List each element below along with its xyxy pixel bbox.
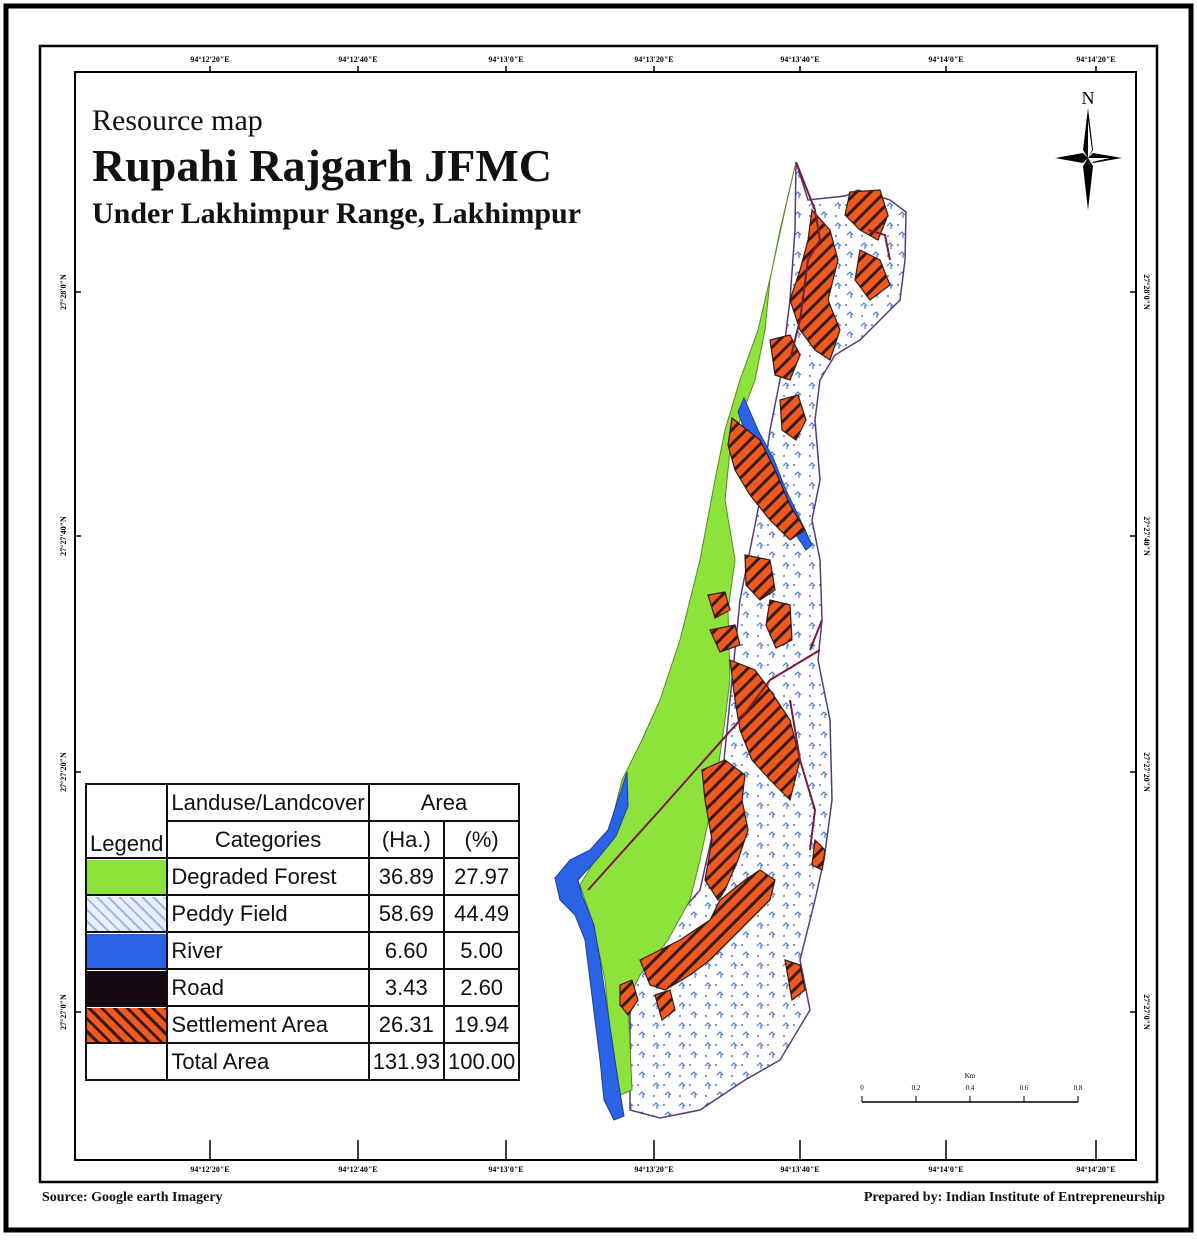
lon-label-bottom: 94°14'20"E xyxy=(1076,1165,1115,1174)
legend-pct: 44.49 xyxy=(444,895,519,932)
lon-label-top: 94°14'0"E xyxy=(928,55,963,64)
legend-category: Degraded Forest xyxy=(167,858,368,895)
area-header: Area xyxy=(369,784,520,821)
source-credit: Source: Google earth Imagery xyxy=(42,1190,223,1206)
legend-total-blank xyxy=(86,1043,167,1080)
legend-swatch-peddy-field xyxy=(86,895,167,932)
lon-label-bottom: 94°14'0"E xyxy=(928,1165,963,1174)
lat-label-right: 27°28'0"N xyxy=(1142,274,1151,310)
legend-pct: 5.00 xyxy=(444,932,519,969)
legend-header: Legend xyxy=(86,784,167,858)
legend-row: Degraded Forest 36.89 27.97 xyxy=(86,858,519,895)
lon-label-bottom: 94°13'40"E xyxy=(780,1165,819,1174)
lon-label-top: 94°14'20"E xyxy=(1076,55,1115,64)
lat-label-right: 27°27'40"N xyxy=(1142,516,1151,556)
legend-category: River xyxy=(167,932,368,969)
legend-row: River 6.60 5.00 xyxy=(86,932,519,969)
legend-total-ha: 131.93 xyxy=(369,1043,444,1080)
lon-label-top: 94°13'40"E xyxy=(780,55,819,64)
lon-label-top: 94°13'20"E xyxy=(634,55,673,64)
legend-ha: 6.60 xyxy=(369,932,444,969)
legend-row: Settlement Area 26.31 19.94 xyxy=(86,1006,519,1043)
legend-ha: 26.31 xyxy=(369,1006,444,1043)
scale-tick-label: 0 xyxy=(860,1084,864,1092)
lon-label-bottom: 94°13'0"E xyxy=(488,1165,523,1174)
scale-tick-label: 0.4 xyxy=(966,1084,975,1092)
ha-header: (Ha.) xyxy=(369,821,444,858)
scale-unit: Km xyxy=(965,1072,976,1080)
legend-total-label: Total Area xyxy=(167,1043,368,1080)
lon-label-top: 94°12'40"E xyxy=(338,55,377,64)
title-block: Resource map Rupahi Rajgarh JFMC Under L… xyxy=(92,102,581,236)
legend-swatch-road xyxy=(86,969,167,1006)
categories-header: Categories xyxy=(167,821,368,858)
legend-ha: 36.89 xyxy=(369,858,444,895)
legend-ha: 3.43 xyxy=(369,969,444,1006)
lon-label-top: 94°13'0"E xyxy=(488,55,523,64)
scale-tick-label: 0.8 xyxy=(1074,1084,1083,1092)
legend-category: Peddy Field xyxy=(167,895,368,932)
legend-swatch-river xyxy=(86,932,167,969)
map-subtitle: Resource map xyxy=(92,102,581,140)
lon-label-bottom: 94°13'20"E xyxy=(634,1165,673,1174)
legend-table: Legend Landuse/Landcover Area Categories… xyxy=(85,783,520,1081)
lat-label-right: 27°27'20"N xyxy=(1142,752,1151,792)
pct-header: (%) xyxy=(444,821,519,858)
lat-label-right: 27°27'0"N xyxy=(1142,994,1151,1030)
legend-category: Settlement Area xyxy=(167,1006,368,1043)
legend-row: Peddy Field 58.69 44.49 xyxy=(86,895,519,932)
legend-category: Road xyxy=(167,969,368,1006)
legend-total-row: Total Area 131.93 100.00 xyxy=(86,1043,519,1080)
legend-pct: 19.94 xyxy=(444,1006,519,1043)
scale-tick-label: 0.2 xyxy=(912,1084,921,1092)
legend-total-pct: 100.00 xyxy=(444,1043,519,1080)
lat-label-left: 27°27'20"N xyxy=(59,752,68,792)
lon-label-top: 94°12'20"E xyxy=(190,55,229,64)
legend-ha: 58.69 xyxy=(369,895,444,932)
lon-label-bottom: 94°12'40"E xyxy=(338,1165,377,1174)
legend-pct: 27.97 xyxy=(444,858,519,895)
categories-header: Landuse/Landcover xyxy=(167,784,368,821)
legend-row: Road 3.43 2.60 xyxy=(86,969,519,1006)
north-label: N xyxy=(1082,88,1095,108)
prepared-by-credit: Prepared by: Indian Institute of Entrepr… xyxy=(864,1190,1165,1206)
legend-swatch-settlement xyxy=(86,1006,167,1043)
legend-swatch-degraded-forest xyxy=(86,858,167,895)
map-title: Rupahi Rajgarh JFMC xyxy=(92,140,581,192)
lon-label-bottom: 94°12'20"E xyxy=(190,1165,229,1174)
scale-tick-label: 0.6 xyxy=(1020,1084,1029,1092)
map-range: Under Lakhimpur Range, Lakhimpur xyxy=(92,192,581,236)
lat-label-left: 27°27'40"N xyxy=(59,516,68,556)
legend-pct: 2.60 xyxy=(444,969,519,1006)
lat-label-left: 27°27'0"N xyxy=(59,994,68,1030)
lat-label-left: 27°28'0"N xyxy=(59,274,68,310)
